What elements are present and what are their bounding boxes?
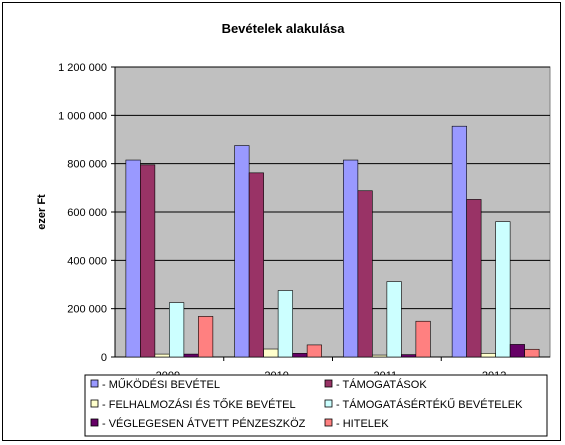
bar (198, 316, 214, 358)
y-axis-title: ezer Ft (36, 194, 48, 230)
bar (263, 348, 279, 358)
bar (415, 320, 431, 358)
legend-swatch (324, 379, 333, 388)
legend-label: - MŰKÖDÉSI BEVÉTEL (102, 377, 220, 391)
bar (495, 221, 511, 358)
bar (357, 190, 373, 358)
y-tick-label: 0 (101, 352, 107, 364)
bar (292, 353, 308, 358)
y-tick-label: 200 000 (67, 304, 107, 316)
legend-label: - HITELEK (336, 418, 389, 430)
bar (451, 125, 467, 358)
bar (306, 344, 322, 358)
bar (509, 344, 525, 358)
chart-title: Bevételek alakulása (222, 21, 346, 36)
legend-label: - FELHALMOZÁSI ÉS TŐKE BEVÉTEL (102, 397, 296, 411)
legend-label: - VÉGLEGESEN ÁTVETT PÉNZESZKÖZ (102, 417, 306, 430)
legend-box (84, 374, 548, 437)
bar (248, 172, 264, 358)
bar (277, 290, 293, 358)
bar (386, 281, 402, 358)
bar (466, 199, 482, 358)
bar (480, 353, 496, 358)
plot-area: 0 200 000 400 000 600 000 800 000 1 000 000 1 … (58, 62, 551, 382)
bar (524, 348, 540, 358)
bar (140, 164, 156, 358)
y-tick-label: 1 000 000 (58, 110, 107, 122)
legend-swatch (324, 399, 333, 408)
legend: - MŰKÖDÉSI BEVÉTEL - TÁMOGATÁSOK - FELHALM… (84, 374, 548, 437)
bar (169, 302, 185, 358)
bar (154, 353, 170, 358)
bar (183, 353, 199, 358)
legend-label: - TÁMOGATÁSOK (336, 378, 427, 391)
legend-label: - TÁMOGATÁSÉRTÉKŰ BEVÉTELEK (336, 397, 523, 411)
bar (125, 159, 141, 358)
y-tick-label: 600 000 (67, 207, 107, 219)
y-tick-label: 1 200 000 (58, 62, 107, 74)
legend-swatch (90, 399, 99, 408)
legend-swatch (324, 418, 333, 427)
bar (234, 145, 250, 358)
y-tick-label: 400 000 (67, 255, 107, 267)
bar (372, 354, 388, 358)
legend-swatch (90, 418, 99, 427)
legend-swatch (90, 379, 99, 388)
y-tick-label: 800 000 (67, 159, 107, 171)
bar (401, 354, 417, 358)
bar (343, 159, 359, 358)
